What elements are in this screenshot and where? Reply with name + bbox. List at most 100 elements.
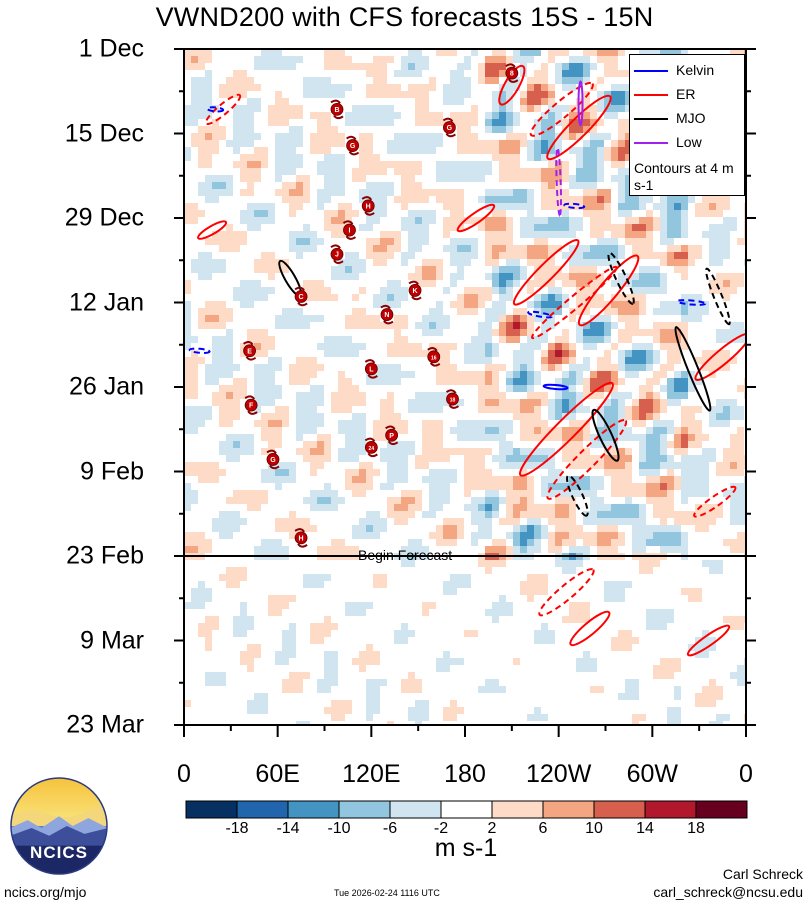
field-cell xyxy=(555,525,562,532)
field-cell xyxy=(450,98,457,105)
footer-url[interactable]: ncics.org/mjo xyxy=(4,884,87,900)
field-cell xyxy=(212,133,219,140)
field-cell xyxy=(289,308,296,315)
field-cell xyxy=(583,203,590,210)
field-cell xyxy=(527,406,534,413)
field-cell xyxy=(450,49,457,56)
author-email[interactable]: carl_schreck@ncsu.edu xyxy=(653,884,803,900)
field-cell xyxy=(331,273,338,280)
field-cell xyxy=(310,91,317,98)
field-cell xyxy=(730,469,737,476)
field-cell xyxy=(604,427,611,434)
field-cell xyxy=(275,49,282,56)
field-cell xyxy=(583,98,590,105)
field-cell xyxy=(359,469,366,476)
field-cell xyxy=(576,546,583,553)
field-cell xyxy=(506,252,513,259)
field-cell xyxy=(408,497,415,504)
field-cell xyxy=(499,168,506,175)
field-cell xyxy=(261,413,268,420)
field-cell xyxy=(527,546,534,553)
field-cell xyxy=(492,112,499,119)
field-cell xyxy=(338,378,345,385)
field-cell xyxy=(597,168,604,175)
field-cell xyxy=(632,322,639,329)
field-cell xyxy=(380,322,387,329)
contour-er xyxy=(694,332,746,381)
field-cell xyxy=(212,350,219,357)
field-cell xyxy=(548,476,555,483)
field-cell xyxy=(541,70,548,77)
field-cell xyxy=(317,147,324,154)
field-cell xyxy=(310,504,317,511)
field-cell xyxy=(205,588,212,595)
field-cell xyxy=(394,364,401,371)
field-cell xyxy=(443,322,450,329)
field-cell xyxy=(499,406,506,413)
field-cell xyxy=(429,497,436,504)
field-cell xyxy=(261,203,268,210)
field-cell xyxy=(583,490,590,497)
field-cell xyxy=(576,609,583,616)
field-cell xyxy=(555,294,562,301)
field-cell xyxy=(233,147,240,154)
field-cell xyxy=(499,497,506,504)
field-cell xyxy=(268,420,275,427)
field-cell xyxy=(478,399,485,406)
field-cell xyxy=(331,266,338,273)
field-cell xyxy=(338,455,345,462)
field-cell xyxy=(681,518,688,525)
field-cell xyxy=(667,322,674,329)
field-cell xyxy=(212,175,219,182)
field-cell xyxy=(422,231,429,238)
field-cell xyxy=(191,119,198,126)
field-cell xyxy=(667,224,674,231)
field-cell xyxy=(527,175,534,182)
field-cell xyxy=(478,406,485,413)
field-cell xyxy=(464,462,471,469)
field-cell xyxy=(506,406,513,413)
field-cell xyxy=(716,714,723,721)
field-cell xyxy=(534,462,541,469)
field-cell xyxy=(191,406,198,413)
field-cell xyxy=(618,357,625,364)
field-cell xyxy=(212,469,219,476)
field-cell xyxy=(716,721,723,725)
field-cell xyxy=(632,273,639,280)
colorbar-units: m s-1 xyxy=(434,834,498,862)
field-cell xyxy=(212,126,219,133)
field-cell xyxy=(450,119,457,126)
field-cell xyxy=(625,497,632,504)
field-cell xyxy=(520,91,527,98)
field-cell xyxy=(590,147,597,154)
storm-marker: H xyxy=(294,528,308,548)
field-cell xyxy=(373,56,380,63)
field-cell xyxy=(226,336,233,343)
field-cell xyxy=(492,476,499,483)
field-cell xyxy=(289,196,296,203)
field-cell xyxy=(464,504,471,511)
field-cell xyxy=(541,266,548,273)
field-cell xyxy=(478,287,485,294)
field-cell xyxy=(401,259,408,266)
field-cell xyxy=(541,476,548,483)
field-cell xyxy=(555,560,562,567)
field-cell xyxy=(625,238,632,245)
field-cell xyxy=(674,658,681,665)
field-cell xyxy=(303,525,310,532)
field-cell xyxy=(240,658,247,665)
field-cell xyxy=(576,294,583,301)
field-cell xyxy=(506,196,513,203)
field-cell xyxy=(184,49,191,56)
storm-disc xyxy=(364,440,378,454)
field-cell xyxy=(198,147,205,154)
field-cell xyxy=(625,301,632,308)
field-cell xyxy=(604,399,611,406)
field-cell xyxy=(331,231,338,238)
field-cell xyxy=(688,378,695,385)
field-cell xyxy=(233,616,240,623)
field-cell xyxy=(219,336,226,343)
field-cell xyxy=(205,154,212,161)
field-cell xyxy=(737,49,744,56)
field-cell xyxy=(471,476,478,483)
